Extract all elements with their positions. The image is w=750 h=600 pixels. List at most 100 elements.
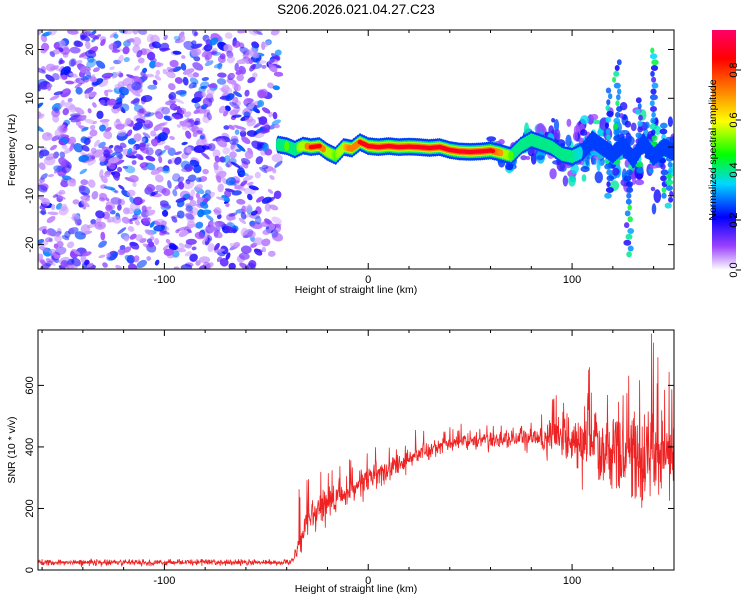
y-tick-label: 10 (24, 92, 36, 104)
spectral-streak (624, 222, 630, 229)
snr-xlabel: Height of straight line (km) (295, 583, 418, 595)
noise-blob (98, 240, 107, 248)
noise-blob (180, 160, 191, 170)
noise-blob (190, 48, 200, 57)
spectral-blob (649, 163, 659, 169)
spectral-streak (623, 239, 632, 246)
noise-blob (238, 217, 247, 225)
spectral-streak (667, 161, 673, 168)
noise-blob (178, 230, 189, 238)
noise-blob (91, 30, 97, 35)
noise-blob (126, 129, 133, 137)
spectral-streak (635, 132, 642, 139)
noise-blob (179, 90, 187, 97)
noise-blob (248, 59, 254, 65)
noise-blob (200, 85, 208, 90)
noise-blob (184, 251, 192, 257)
noise-blob (140, 166, 148, 171)
noise-blob (63, 45, 69, 51)
noise-blob (207, 243, 215, 252)
noise-blob (82, 251, 92, 257)
noise-blob (174, 151, 182, 155)
noise-blob (179, 120, 187, 127)
noise-blob (44, 229, 54, 236)
noise-blob (143, 112, 155, 118)
noise-blob (213, 207, 222, 216)
noise-blob (192, 62, 204, 71)
noise-blob (117, 204, 122, 211)
noise-blob (127, 225, 135, 232)
noise-blob (199, 135, 205, 140)
noise-blob (167, 159, 172, 164)
noise-blob (244, 150, 254, 160)
noise-blob (89, 76, 98, 83)
noise-blob (137, 57, 145, 64)
noise-blob (122, 46, 130, 55)
spectral-blob (590, 150, 599, 156)
noise-blob (79, 168, 88, 175)
spectral-streak (627, 228, 635, 234)
noise-blob (161, 166, 171, 174)
spectral-blob (580, 129, 588, 136)
noise-blob (135, 118, 146, 124)
noise-blob (66, 178, 76, 187)
noise-blob (54, 128, 64, 137)
noise-blob (204, 52, 213, 60)
noise-blob (105, 252, 111, 258)
noise-blob (226, 161, 233, 168)
noise-blob (141, 217, 151, 222)
noise-blob (268, 223, 276, 231)
noise-blob (154, 174, 164, 183)
noise-blob (246, 102, 256, 110)
noise-blob (186, 220, 196, 229)
spectral-blob (486, 136, 497, 142)
noise-blob (270, 30, 280, 36)
noise-blob (240, 227, 248, 237)
noise-blob (158, 156, 163, 164)
spectral-streak (650, 47, 655, 54)
noise-blob (213, 165, 224, 175)
noise-blob (72, 199, 80, 205)
noise-blob (120, 103, 130, 112)
noise-blob (117, 249, 125, 256)
noise-blob (233, 124, 242, 130)
noise-blob (271, 216, 282, 225)
noise-blob (122, 207, 130, 215)
noise-blob (185, 238, 197, 245)
noise-blob (66, 241, 75, 249)
noise-blob (146, 34, 154, 43)
noise-blob (132, 36, 142, 46)
spectral-streak (627, 204, 632, 211)
noise-blob (108, 144, 114, 149)
noise-blob (247, 193, 253, 201)
noise-blob (182, 68, 195, 75)
noise-blob (231, 114, 242, 118)
spectral-streak (664, 202, 672, 209)
noise-blob (67, 136, 77, 145)
noise-blob (133, 75, 143, 85)
spectral-streak (637, 103, 642, 110)
snr-ylabel: SNR (10 * v/v) (6, 416, 18, 483)
spectral-streak (650, 117, 656, 124)
noise-blob (45, 153, 56, 161)
noise-blob (112, 101, 123, 110)
noise-blob (106, 98, 117, 106)
noise-blob (197, 264, 206, 269)
noise-blob (40, 240, 49, 247)
noise-blob (74, 107, 85, 115)
y-tick-label: 200 (24, 499, 36, 517)
noise-blob (194, 31, 199, 36)
spectral-blob (644, 121, 650, 129)
noise-blob (225, 202, 230, 208)
spectral-streak (649, 94, 658, 101)
noise-blob (112, 70, 122, 79)
noise-blob (141, 205, 147, 212)
noise-blob (268, 63, 278, 73)
noise-blob (71, 249, 81, 256)
noise-blob (214, 155, 221, 163)
noise-blob (237, 30, 247, 34)
noise-blob (132, 145, 137, 152)
noise-blob (267, 189, 274, 194)
noise-blob (194, 184, 203, 191)
noise-blob (162, 68, 168, 75)
